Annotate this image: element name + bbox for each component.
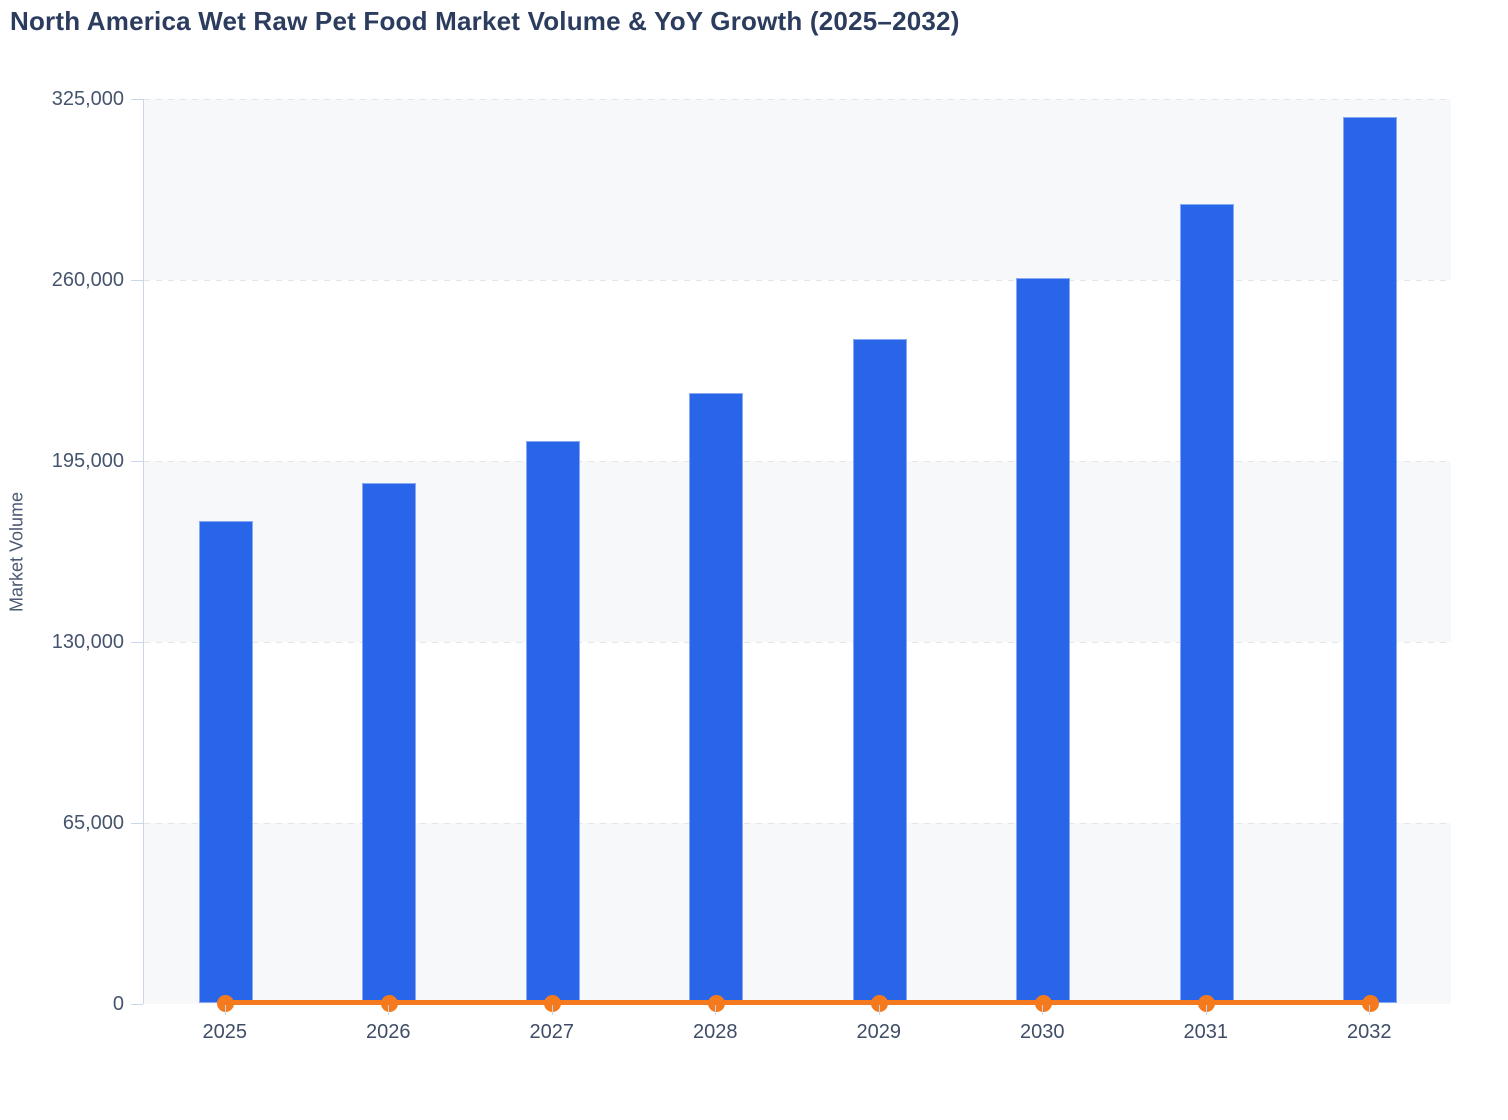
growth-marker-2028[interactable] <box>707 994 725 1012</box>
x-axis-label-2026: 2026 <box>366 1021 411 1043</box>
gridline <box>144 279 1451 281</box>
bar-2030[interactable] <box>1016 277 1071 1003</box>
gridline <box>144 460 1451 462</box>
plot-band <box>144 99 1451 280</box>
growth-marker-2026[interactable] <box>380 994 398 1012</box>
gridline <box>144 822 1451 824</box>
x-axis-tick <box>878 1005 880 1015</box>
y-axis-tick <box>131 280 143 281</box>
x-axis-tick <box>1205 1005 1207 1015</box>
y-axis-tick <box>131 1004 143 1005</box>
growth-marker-2025[interactable] <box>217 994 235 1012</box>
growth-marker-2027[interactable] <box>544 994 562 1012</box>
x-axis-label-2027: 2027 <box>529 1021 575 1043</box>
x-axis-label-2032: 2032 <box>1347 1021 1392 1043</box>
growth-marker-2029[interactable] <box>871 994 889 1012</box>
plot-band <box>144 642 1451 823</box>
plot-band <box>144 823 1451 1004</box>
x-axis-label-2031: 2031 <box>1183 1021 1229 1043</box>
y-axis-label: 65,000 <box>62 812 124 834</box>
x-axis-label-2028: 2028 <box>693 1021 738 1043</box>
plot-band <box>144 280 1451 461</box>
y-axis-label: 0 <box>112 993 124 1015</box>
y-axis-label: 325,000 <box>51 88 124 110</box>
y-axis-tick <box>131 99 143 100</box>
gridline <box>144 98 1451 100</box>
y-axis-title: Market Volume <box>6 491 27 613</box>
x-axis-tick <box>551 1005 553 1015</box>
growth-marker-2031[interactable] <box>1198 994 1216 1012</box>
y-axis-tick <box>131 823 143 824</box>
x-axis-label-2025: 2025 <box>202 1021 248 1043</box>
plot-band <box>144 461 1451 642</box>
x-axis-label-2030: 2030 <box>1020 1021 1065 1043</box>
x-axis-tick <box>1042 1005 1044 1015</box>
y-axis-label: 130,000 <box>51 631 124 653</box>
growth-marker-2030[interactable] <box>1034 994 1052 1012</box>
bar-2031[interactable] <box>1179 204 1234 1003</box>
growth-marker-2032[interactable] <box>1361 994 1379 1012</box>
bar-2028[interactable] <box>689 393 744 1003</box>
bar-2029[interactable] <box>852 339 907 1003</box>
bar-2027[interactable] <box>525 440 580 1003</box>
y-axis-tick <box>131 642 143 643</box>
bar-2025[interactable] <box>198 521 253 1003</box>
y-axis-tick <box>131 461 143 462</box>
bar-2032[interactable] <box>1343 116 1398 1003</box>
plot-area <box>143 98 1451 1012</box>
bar-2026[interactable] <box>362 482 417 1003</box>
gridline <box>144 641 1451 643</box>
chart-title: North America Wet Raw Pet Food Market Vo… <box>10 6 960 36</box>
x-axis-tick <box>224 1005 226 1015</box>
x-axis-tick <box>715 1005 717 1015</box>
x-axis-label-2029: 2029 <box>856 1021 902 1043</box>
x-axis-tick <box>388 1005 390 1015</box>
y-axis-label: 195,000 <box>51 450 124 472</box>
growth-line[interactable] <box>225 999 1371 1005</box>
x-axis-tick <box>1369 1005 1371 1015</box>
y-axis-label: 260,000 <box>51 269 124 291</box>
